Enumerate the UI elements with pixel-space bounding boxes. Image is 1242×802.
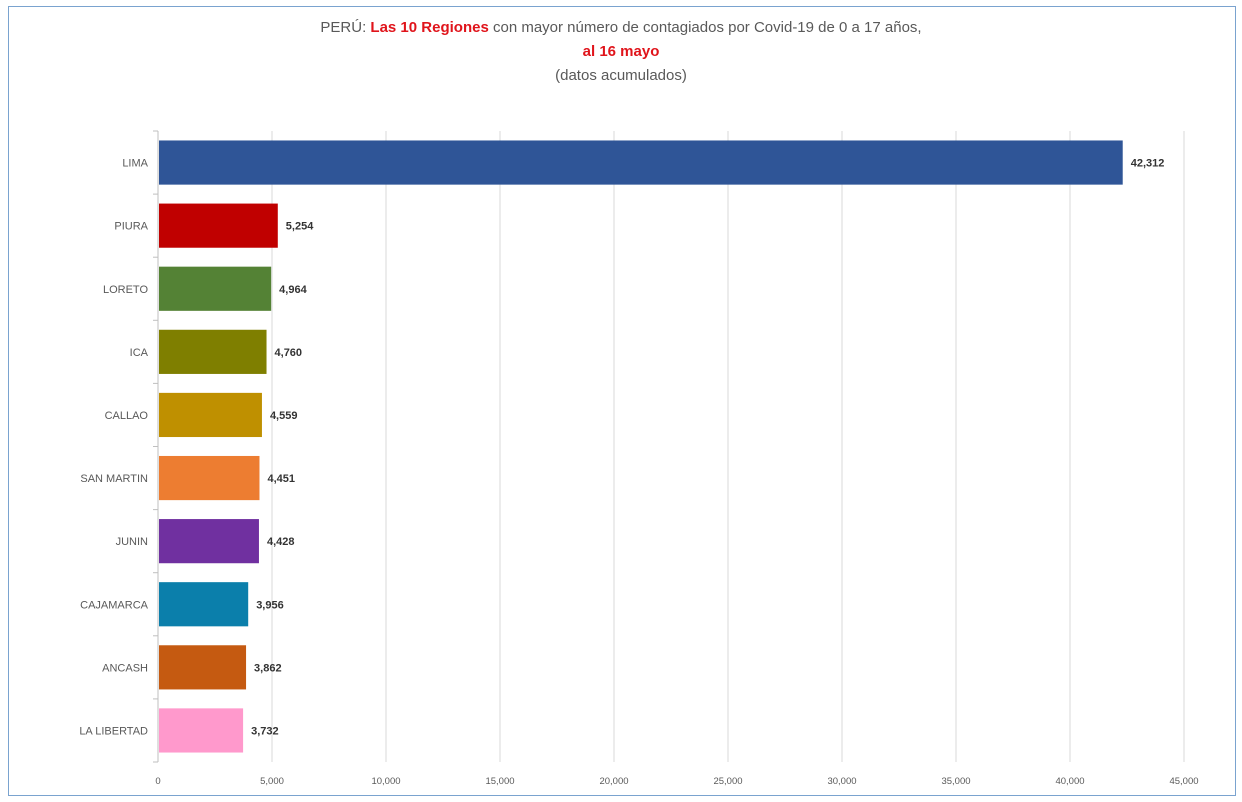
data-label: 4,559	[270, 410, 298, 422]
x-tick-label: 15,000	[485, 776, 514, 787]
data-label: 5,254	[286, 221, 314, 233]
title-rest: con mayor número de contagiados por Covi…	[488, 19, 922, 36]
bar	[159, 140, 1123, 185]
x-tick-label: 20,000	[599, 776, 628, 787]
category-label: JUNIN	[116, 536, 148, 548]
bar	[159, 519, 259, 564]
bar	[159, 203, 278, 248]
category-label: LORETO	[103, 284, 148, 296]
category-label: LA LIBERTAD	[79, 725, 148, 737]
data-label: 4,760	[275, 347, 303, 359]
x-tick-label: 5,000	[260, 776, 284, 787]
chart-title: PERÚ: Las 10 Regiones con mayor número d…	[0, 16, 1242, 88]
category-label: PIURA	[114, 221, 148, 233]
x-tick-label: 45,000	[1169, 776, 1198, 787]
category-label: ICA	[130, 347, 149, 359]
bar	[159, 645, 247, 690]
x-tick-label: 0	[155, 776, 160, 787]
x-tick-label: 30,000	[827, 776, 856, 787]
data-label: 4,428	[267, 536, 295, 548]
title-subtitle: (datos acumulados)	[555, 67, 687, 84]
x-tick-label: 40,000	[1055, 776, 1084, 787]
x-tick-label: 35,000	[941, 776, 970, 787]
title-prefix: PERÚ:	[320, 19, 371, 36]
category-label: LIMA	[122, 158, 148, 170]
x-tick-label: 25,000	[713, 776, 742, 787]
category-label: SAN MARTIN	[80, 473, 148, 485]
title-highlight: Las 10 Regiones	[370, 19, 489, 36]
data-label: 3,862	[254, 662, 282, 674]
title-date: al 16 mayo	[582, 43, 660, 60]
title-line-1: PERÚ: Las 10 Regiones con mayor número d…	[0, 16, 1242, 40]
data-label: 4,451	[267, 473, 295, 485]
bar	[159, 266, 272, 311]
bar	[159, 392, 262, 438]
bar	[159, 708, 244, 753]
data-label: 4,964	[279, 284, 307, 296]
data-label: 3,732	[251, 725, 279, 737]
category-label: ANCASH	[102, 662, 148, 674]
x-tick-label: 10,000	[371, 776, 400, 787]
data-label: 3,956	[256, 599, 284, 611]
bar	[159, 455, 260, 501]
category-label: CAJAMARCA	[80, 599, 149, 611]
data-label: 42,312	[1131, 158, 1165, 170]
category-label: CALLAO	[105, 410, 149, 422]
bar	[159, 329, 267, 374]
bar	[159, 582, 249, 627]
